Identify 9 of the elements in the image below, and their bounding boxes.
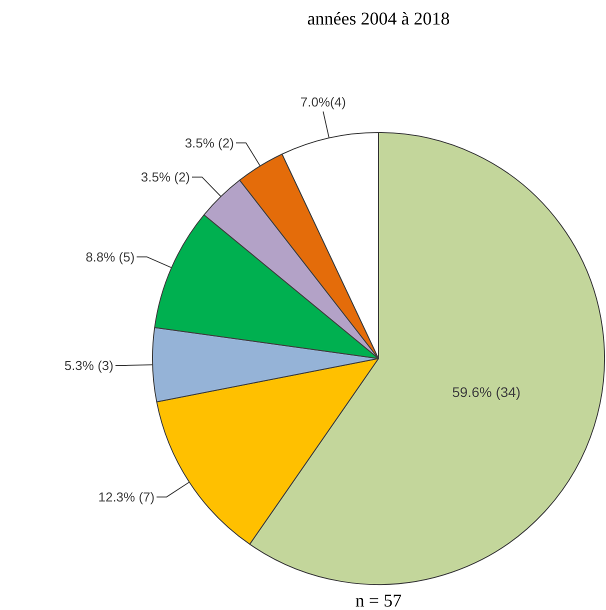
text: n = 57 bbox=[355, 590, 402, 610]
chart-title: années 2004 à 2018 bbox=[307, 8, 450, 28]
data-label: 59.6% (34) bbox=[452, 384, 521, 400]
data-label: 8.8% (5) bbox=[86, 249, 135, 264]
data-label: 3.5% (2) bbox=[140, 170, 190, 185]
data-label: 12.3% (7) bbox=[98, 489, 155, 504]
data-label: 7.0%(4) bbox=[300, 94, 346, 110]
data-label: 3.5% (2) bbox=[184, 135, 234, 150]
data-label: 5.3% (3) bbox=[64, 358, 114, 373]
